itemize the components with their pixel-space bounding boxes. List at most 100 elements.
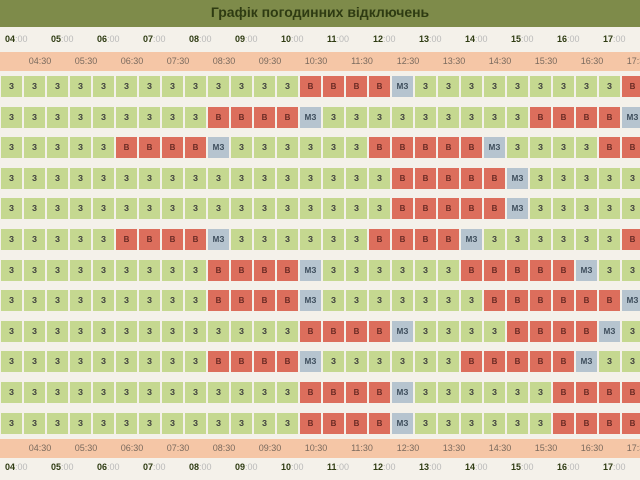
schedule-cell[interactable]: В bbox=[553, 260, 574, 281]
schedule-cell[interactable]: З bbox=[507, 76, 528, 97]
schedule-cell[interactable]: З bbox=[139, 76, 160, 97]
schedule-cell[interactable]: В bbox=[622, 76, 640, 97]
schedule-cell[interactable]: В bbox=[553, 351, 574, 372]
schedule-cell[interactable]: З bbox=[231, 229, 252, 250]
schedule-cell[interactable]: В bbox=[484, 198, 505, 219]
schedule-cell[interactable]: З bbox=[323, 198, 344, 219]
schedule-cell[interactable]: В bbox=[461, 137, 482, 158]
schedule-cell[interactable]: В bbox=[622, 382, 640, 403]
schedule-cell[interactable]: З bbox=[24, 382, 45, 403]
schedule-cell[interactable]: З bbox=[70, 76, 91, 97]
schedule-cell[interactable]: З bbox=[576, 198, 597, 219]
schedule-cell[interactable]: З bbox=[369, 168, 390, 189]
schedule-cell[interactable]: З bbox=[576, 229, 597, 250]
schedule-cell[interactable]: З bbox=[415, 351, 436, 372]
schedule-cell[interactable]: З bbox=[70, 351, 91, 372]
schedule-cell[interactable]: З bbox=[24, 229, 45, 250]
schedule-cell[interactable]: З bbox=[93, 290, 114, 311]
schedule-cell[interactable]: З bbox=[461, 413, 482, 434]
schedule-cell[interactable]: В bbox=[346, 76, 367, 97]
schedule-cell[interactable]: З bbox=[93, 413, 114, 434]
schedule-cell[interactable]: З bbox=[553, 198, 574, 219]
schedule-cell[interactable]: В bbox=[553, 321, 574, 342]
schedule-cell[interactable]: З bbox=[1, 137, 22, 158]
schedule-cell[interactable]: В bbox=[599, 290, 620, 311]
schedule-cell[interactable]: З bbox=[185, 260, 206, 281]
schedule-cell[interactable]: З bbox=[231, 137, 252, 158]
schedule-cell[interactable]: В bbox=[300, 76, 321, 97]
schedule-cell[interactable]: В bbox=[599, 107, 620, 128]
schedule-cell[interactable]: МЗ bbox=[576, 260, 597, 281]
schedule-cell[interactable]: З bbox=[70, 137, 91, 158]
schedule-cell[interactable]: З bbox=[576, 76, 597, 97]
schedule-cell[interactable]: З bbox=[162, 290, 183, 311]
schedule-cell[interactable]: З bbox=[553, 229, 574, 250]
schedule-cell[interactable]: З bbox=[1, 290, 22, 311]
schedule-cell[interactable]: З bbox=[116, 198, 137, 219]
schedule-cell[interactable]: З bbox=[415, 413, 436, 434]
schedule-cell[interactable]: З bbox=[323, 168, 344, 189]
schedule-cell[interactable]: В bbox=[461, 260, 482, 281]
schedule-cell[interactable]: З bbox=[116, 321, 137, 342]
schedule-cell[interactable]: В bbox=[162, 229, 183, 250]
schedule-cell[interactable]: В bbox=[231, 260, 252, 281]
schedule-cell[interactable]: З bbox=[93, 107, 114, 128]
schedule-cell[interactable]: З bbox=[254, 137, 275, 158]
schedule-cell[interactable]: В bbox=[438, 198, 459, 219]
schedule-cell[interactable]: З bbox=[1, 76, 22, 97]
schedule-cell[interactable]: З bbox=[622, 260, 640, 281]
schedule-cell[interactable]: З bbox=[369, 198, 390, 219]
schedule-cell[interactable]: З bbox=[24, 260, 45, 281]
schedule-cell[interactable]: МЗ bbox=[599, 321, 620, 342]
schedule-cell[interactable]: В bbox=[553, 290, 574, 311]
schedule-cell[interactable]: З bbox=[599, 198, 620, 219]
schedule-cell[interactable]: З bbox=[185, 290, 206, 311]
schedule-cell[interactable]: В bbox=[484, 290, 505, 311]
schedule-cell[interactable]: З bbox=[323, 260, 344, 281]
schedule-cell[interactable]: З bbox=[24, 290, 45, 311]
schedule-cell[interactable]: В bbox=[530, 260, 551, 281]
schedule-cell[interactable]: МЗ bbox=[300, 260, 321, 281]
schedule-cell[interactable]: З bbox=[1, 107, 22, 128]
schedule-cell[interactable]: В bbox=[208, 107, 229, 128]
schedule-cell[interactable]: З bbox=[346, 229, 367, 250]
schedule-cell[interactable]: З bbox=[507, 107, 528, 128]
schedule-cell[interactable]: МЗ bbox=[461, 229, 482, 250]
schedule-cell[interactable]: З bbox=[70, 413, 91, 434]
schedule-cell[interactable]: З bbox=[277, 413, 298, 434]
schedule-cell[interactable]: З bbox=[369, 351, 390, 372]
schedule-cell[interactable]: В bbox=[461, 168, 482, 189]
schedule-cell[interactable]: З bbox=[70, 321, 91, 342]
schedule-cell[interactable]: З bbox=[300, 168, 321, 189]
schedule-cell[interactable]: З bbox=[47, 413, 68, 434]
schedule-cell[interactable]: В bbox=[415, 229, 436, 250]
schedule-cell[interactable]: В bbox=[185, 137, 206, 158]
schedule-cell[interactable]: В bbox=[254, 260, 275, 281]
schedule-cell[interactable]: З bbox=[70, 290, 91, 311]
schedule-cell[interactable]: З bbox=[47, 137, 68, 158]
schedule-cell[interactable]: З bbox=[277, 168, 298, 189]
schedule-cell[interactable]: З bbox=[346, 260, 367, 281]
schedule-cell[interactable]: З bbox=[415, 260, 436, 281]
schedule-cell[interactable]: З bbox=[323, 107, 344, 128]
schedule-cell[interactable]: З bbox=[139, 168, 160, 189]
schedule-cell[interactable]: З bbox=[139, 260, 160, 281]
schedule-cell[interactable]: В bbox=[415, 137, 436, 158]
schedule-cell[interactable]: З bbox=[346, 137, 367, 158]
schedule-cell[interactable]: З bbox=[231, 168, 252, 189]
schedule-cell[interactable]: З bbox=[1, 351, 22, 372]
schedule-cell[interactable]: В bbox=[231, 351, 252, 372]
schedule-cell[interactable]: З bbox=[369, 107, 390, 128]
schedule-cell[interactable]: З bbox=[47, 321, 68, 342]
schedule-cell[interactable]: В bbox=[162, 137, 183, 158]
schedule-cell[interactable]: В bbox=[208, 351, 229, 372]
schedule-cell[interactable]: З bbox=[369, 290, 390, 311]
schedule-cell[interactable]: В bbox=[622, 229, 640, 250]
schedule-cell[interactable]: З bbox=[438, 260, 459, 281]
schedule-cell[interactable]: З bbox=[1, 168, 22, 189]
schedule-cell[interactable]: З bbox=[208, 413, 229, 434]
schedule-cell[interactable]: В bbox=[369, 382, 390, 403]
schedule-cell[interactable]: МЗ bbox=[300, 107, 321, 128]
schedule-cell[interactable]: З bbox=[24, 198, 45, 219]
schedule-cell[interactable]: З bbox=[254, 229, 275, 250]
